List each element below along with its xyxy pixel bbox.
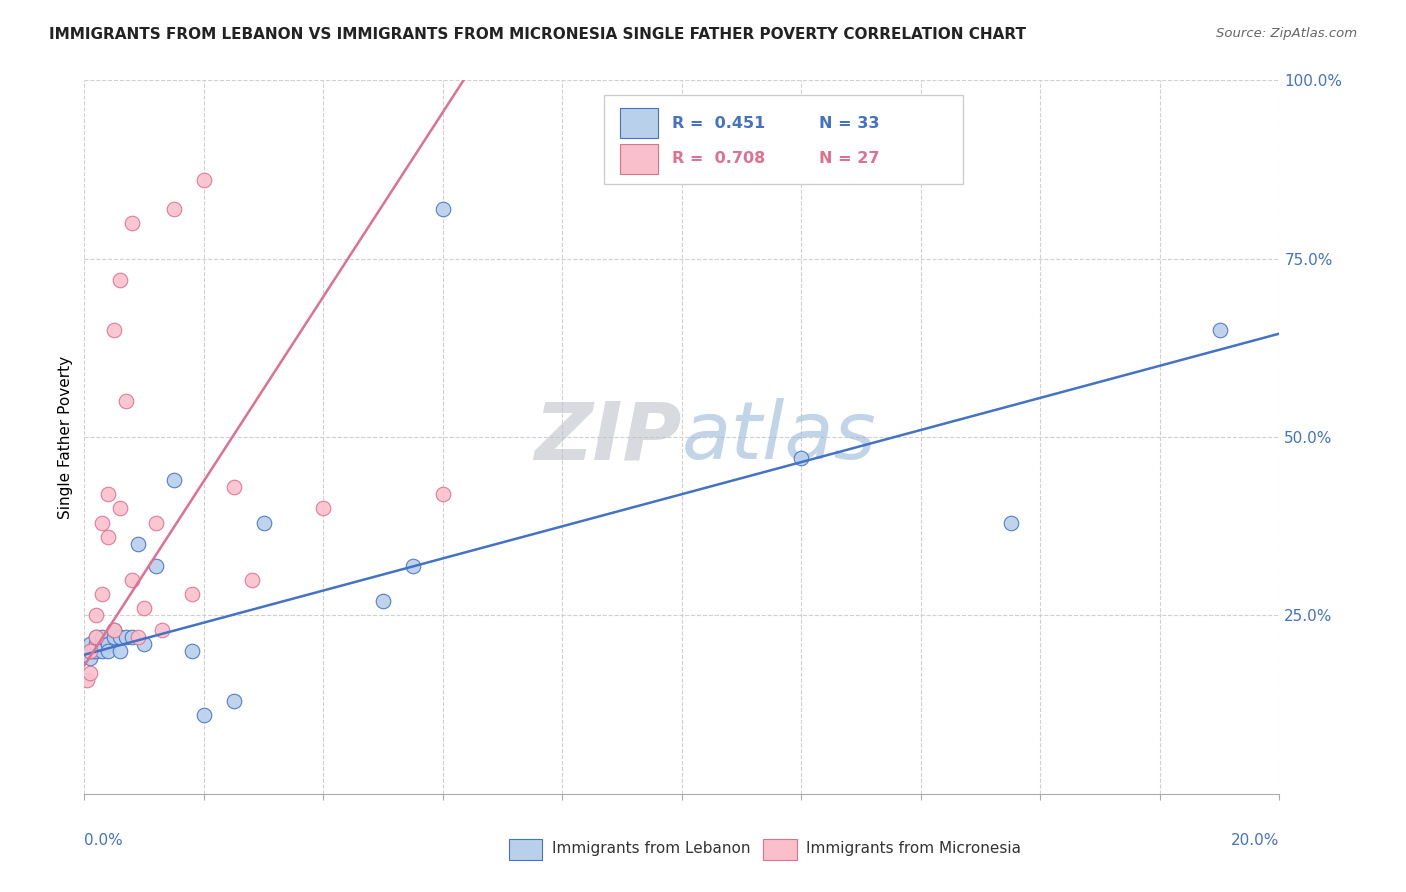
Point [115,394,138,409]
Point [86,630,108,644]
Point [121,216,143,230]
Point [97,637,120,651]
Point [312,501,335,516]
FancyBboxPatch shape [620,144,658,174]
Point [132,637,156,651]
Point [163,473,186,487]
Point [76,644,98,658]
Point [150,623,173,637]
Point [91,587,114,601]
Point [110,273,132,287]
Point [222,694,245,708]
Text: IMMIGRANTS FROM LEBANON VS IMMIGRANTS FROM MICRONESIA SINGLE FATHER POVERTY CORR: IMMIGRANTS FROM LEBANON VS IMMIGRANTS FR… [49,27,1026,42]
Point [1000,516,1022,530]
Point [1209,323,1232,337]
Point [253,516,276,530]
Point [86,630,108,644]
Point [103,623,125,637]
Point [97,530,120,544]
Point [121,573,143,587]
Point [790,451,813,466]
Point [402,558,425,573]
Point [432,202,454,216]
Point [91,630,114,644]
Point [115,630,138,644]
Text: N = 33: N = 33 [820,116,880,130]
Point [110,644,132,658]
FancyBboxPatch shape [509,838,543,860]
Point [240,573,263,587]
Text: 20.0%: 20.0% [1232,833,1279,848]
Point [127,630,149,644]
Point [79,651,101,665]
Point [132,601,156,615]
Point [163,202,186,216]
Point [103,323,125,337]
Text: Source: ZipAtlas.com: Source: ZipAtlas.com [1216,27,1357,40]
Text: N = 27: N = 27 [820,152,880,166]
Point [86,644,108,658]
Text: atlas: atlas [682,398,877,476]
Point [181,644,204,658]
Point [121,630,143,644]
Point [91,637,114,651]
Point [110,501,132,516]
Point [79,644,101,658]
Point [103,630,125,644]
Point [373,594,395,608]
Y-axis label: Single Father Poverty: Single Father Poverty [58,356,73,518]
Point [181,587,204,601]
FancyBboxPatch shape [620,108,658,138]
Point [193,708,215,723]
Point [193,173,215,187]
FancyBboxPatch shape [763,838,797,860]
Point [222,480,245,494]
Text: R =  0.451: R = 0.451 [672,116,766,130]
Point [82,644,104,658]
Point [91,644,114,658]
Point [79,644,101,658]
Point [79,665,101,680]
Text: Immigrants from Micronesia: Immigrants from Micronesia [806,841,1021,856]
Point [103,623,125,637]
Point [127,537,149,551]
Text: R =  0.708: R = 0.708 [672,152,766,166]
FancyBboxPatch shape [605,95,963,184]
Point [145,558,167,573]
Text: Immigrants from Lebanon: Immigrants from Lebanon [551,841,751,856]
Text: ZIP: ZIP [534,398,682,476]
Point [79,637,101,651]
Point [86,608,108,623]
Point [110,630,132,644]
Point [91,516,114,530]
Point [432,487,454,501]
Point [97,487,120,501]
Point [97,644,120,658]
Point [76,673,98,687]
Text: 0.0%: 0.0% [84,833,124,848]
Point [86,637,108,651]
Point [145,516,167,530]
